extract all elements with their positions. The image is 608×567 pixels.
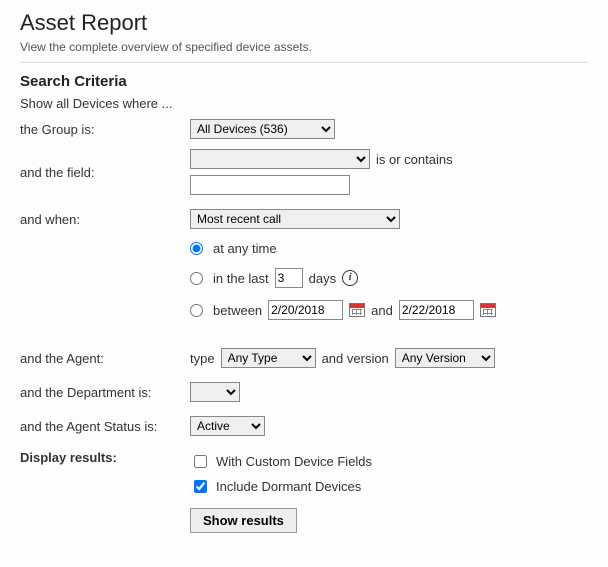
- dormant-label: Include Dormant Devices: [216, 479, 361, 494]
- agent-type-prefix: type: [190, 351, 215, 366]
- divider: [20, 62, 588, 63]
- agent-version-select[interactable]: Any Version: [395, 348, 495, 368]
- when-last-days-input[interactable]: [275, 268, 303, 288]
- label-agent: and the Agent:: [20, 351, 190, 366]
- when-radio-between[interactable]: [190, 304, 203, 317]
- agent-version-prefix: and version: [322, 351, 389, 366]
- when-to-date-input[interactable]: [399, 300, 474, 320]
- calendar-icon[interactable]: [349, 303, 365, 317]
- label-group: the Group is:: [20, 122, 190, 137]
- label-agent-status: and the Agent Status is:: [20, 419, 190, 434]
- when-radio-any[interactable]: [190, 242, 203, 255]
- page-subtitle: View the complete overview of specified …: [20, 40, 588, 54]
- custom-fields-checkbox[interactable]: [194, 455, 207, 468]
- group-select[interactable]: All Devices (536): [190, 119, 335, 139]
- info-icon[interactable]: i: [342, 270, 358, 286]
- section-intro: Show all Devices where ...: [20, 96, 588, 111]
- show-results-button[interactable]: Show results: [190, 508, 297, 533]
- field-contains-input[interactable]: [190, 175, 350, 195]
- page-title: Asset Report: [20, 10, 588, 36]
- when-between-mid: and: [371, 303, 393, 318]
- when-from-date-input[interactable]: [268, 300, 343, 320]
- label-display: Display results:: [20, 450, 190, 465]
- when-radio-last[interactable]: [190, 272, 203, 285]
- custom-fields-label: With Custom Device Fields: [216, 454, 372, 469]
- when-any-label: at any time: [213, 241, 277, 256]
- dormant-checkbox[interactable]: [194, 480, 207, 493]
- department-select[interactable]: [190, 382, 240, 402]
- field-select[interactable]: [190, 149, 370, 169]
- when-between-prefix: between: [213, 303, 262, 318]
- label-department: and the Department is:: [20, 385, 190, 400]
- when-last-suffix: days: [309, 271, 336, 286]
- label-field: and the field:: [20, 165, 190, 180]
- agent-status-select[interactable]: Active: [190, 416, 265, 436]
- when-select[interactable]: Most recent call: [190, 209, 400, 229]
- when-last-prefix: in the last: [213, 271, 269, 286]
- label-when: and when:: [20, 212, 190, 227]
- calendar-icon[interactable]: [480, 303, 496, 317]
- section-heading: Search Criteria: [20, 73, 588, 90]
- agent-type-select[interactable]: Any Type: [221, 348, 316, 368]
- field-op-label: is or contains: [376, 152, 453, 167]
